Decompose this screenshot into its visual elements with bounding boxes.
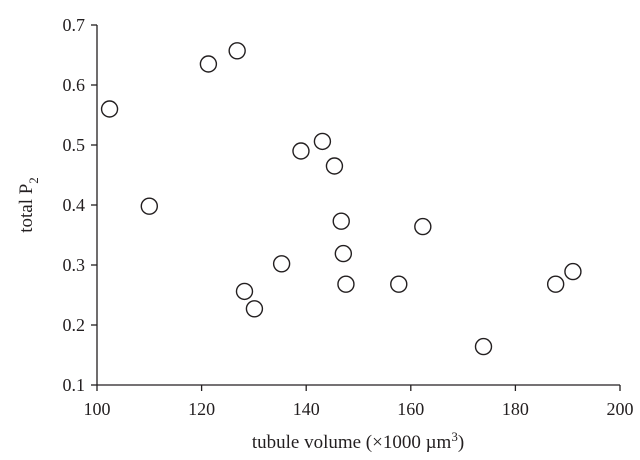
data-point-11 bbox=[334, 244, 353, 263]
y-tick-label-0: 0.1 bbox=[63, 375, 86, 395]
data-point-7 bbox=[292, 142, 310, 160]
x-axis-title-close: ) bbox=[458, 432, 464, 453]
x-tick-label-4: 180 bbox=[502, 399, 529, 419]
axis-ticks: 100 120 140 160 180 200 0.1 0.2 0.3 0.4 0.5 0.6 0.7 bbox=[63, 15, 634, 419]
data-points bbox=[100, 42, 582, 356]
x-axis-title: tubule volume (×1000 µm3) bbox=[252, 429, 464, 453]
data-point-6 bbox=[272, 255, 291, 273]
y-tick-label-2: 0.3 bbox=[63, 255, 86, 275]
x-axis-title-superscript: 3 bbox=[451, 429, 458, 444]
x-tick-label-3: 160 bbox=[397, 399, 424, 419]
y-axis-title-main: total P bbox=[16, 184, 37, 233]
data-point-3 bbox=[228, 42, 246, 60]
data-point-13 bbox=[390, 275, 408, 293]
y-axis-title: total P2 bbox=[16, 177, 41, 233]
x-tick-label-2: 140 bbox=[293, 399, 320, 419]
data-point-9 bbox=[325, 157, 344, 175]
y-tick-label-6: 0.7 bbox=[63, 15, 86, 35]
data-point-12 bbox=[337, 275, 355, 293]
x-axis-title-main: tubule volume (×1000 µm bbox=[252, 432, 452, 453]
data-point-2 bbox=[199, 55, 218, 73]
data-point-17 bbox=[564, 262, 582, 281]
data-point-5 bbox=[245, 300, 264, 318]
y-tick-label-4: 0.5 bbox=[63, 135, 86, 155]
data-point-14 bbox=[414, 217, 432, 236]
data-point-0 bbox=[100, 100, 119, 118]
data-point-16 bbox=[546, 275, 565, 293]
y-tick-label-1: 0.2 bbox=[63, 315, 86, 335]
x-tick-label-0: 100 bbox=[84, 399, 111, 419]
x-tick-label-1: 120 bbox=[188, 399, 215, 419]
y-axis-title-subscript: 2 bbox=[26, 177, 41, 184]
data-point-8 bbox=[313, 132, 332, 151]
data-point-10 bbox=[332, 212, 350, 230]
x-tick-label-5: 200 bbox=[607, 399, 634, 419]
data-point-1 bbox=[140, 197, 159, 215]
data-point-15 bbox=[474, 337, 493, 356]
y-tick-label-3: 0.4 bbox=[63, 195, 86, 215]
y-tick-label-5: 0.6 bbox=[63, 75, 86, 95]
data-point-4 bbox=[235, 282, 254, 301]
